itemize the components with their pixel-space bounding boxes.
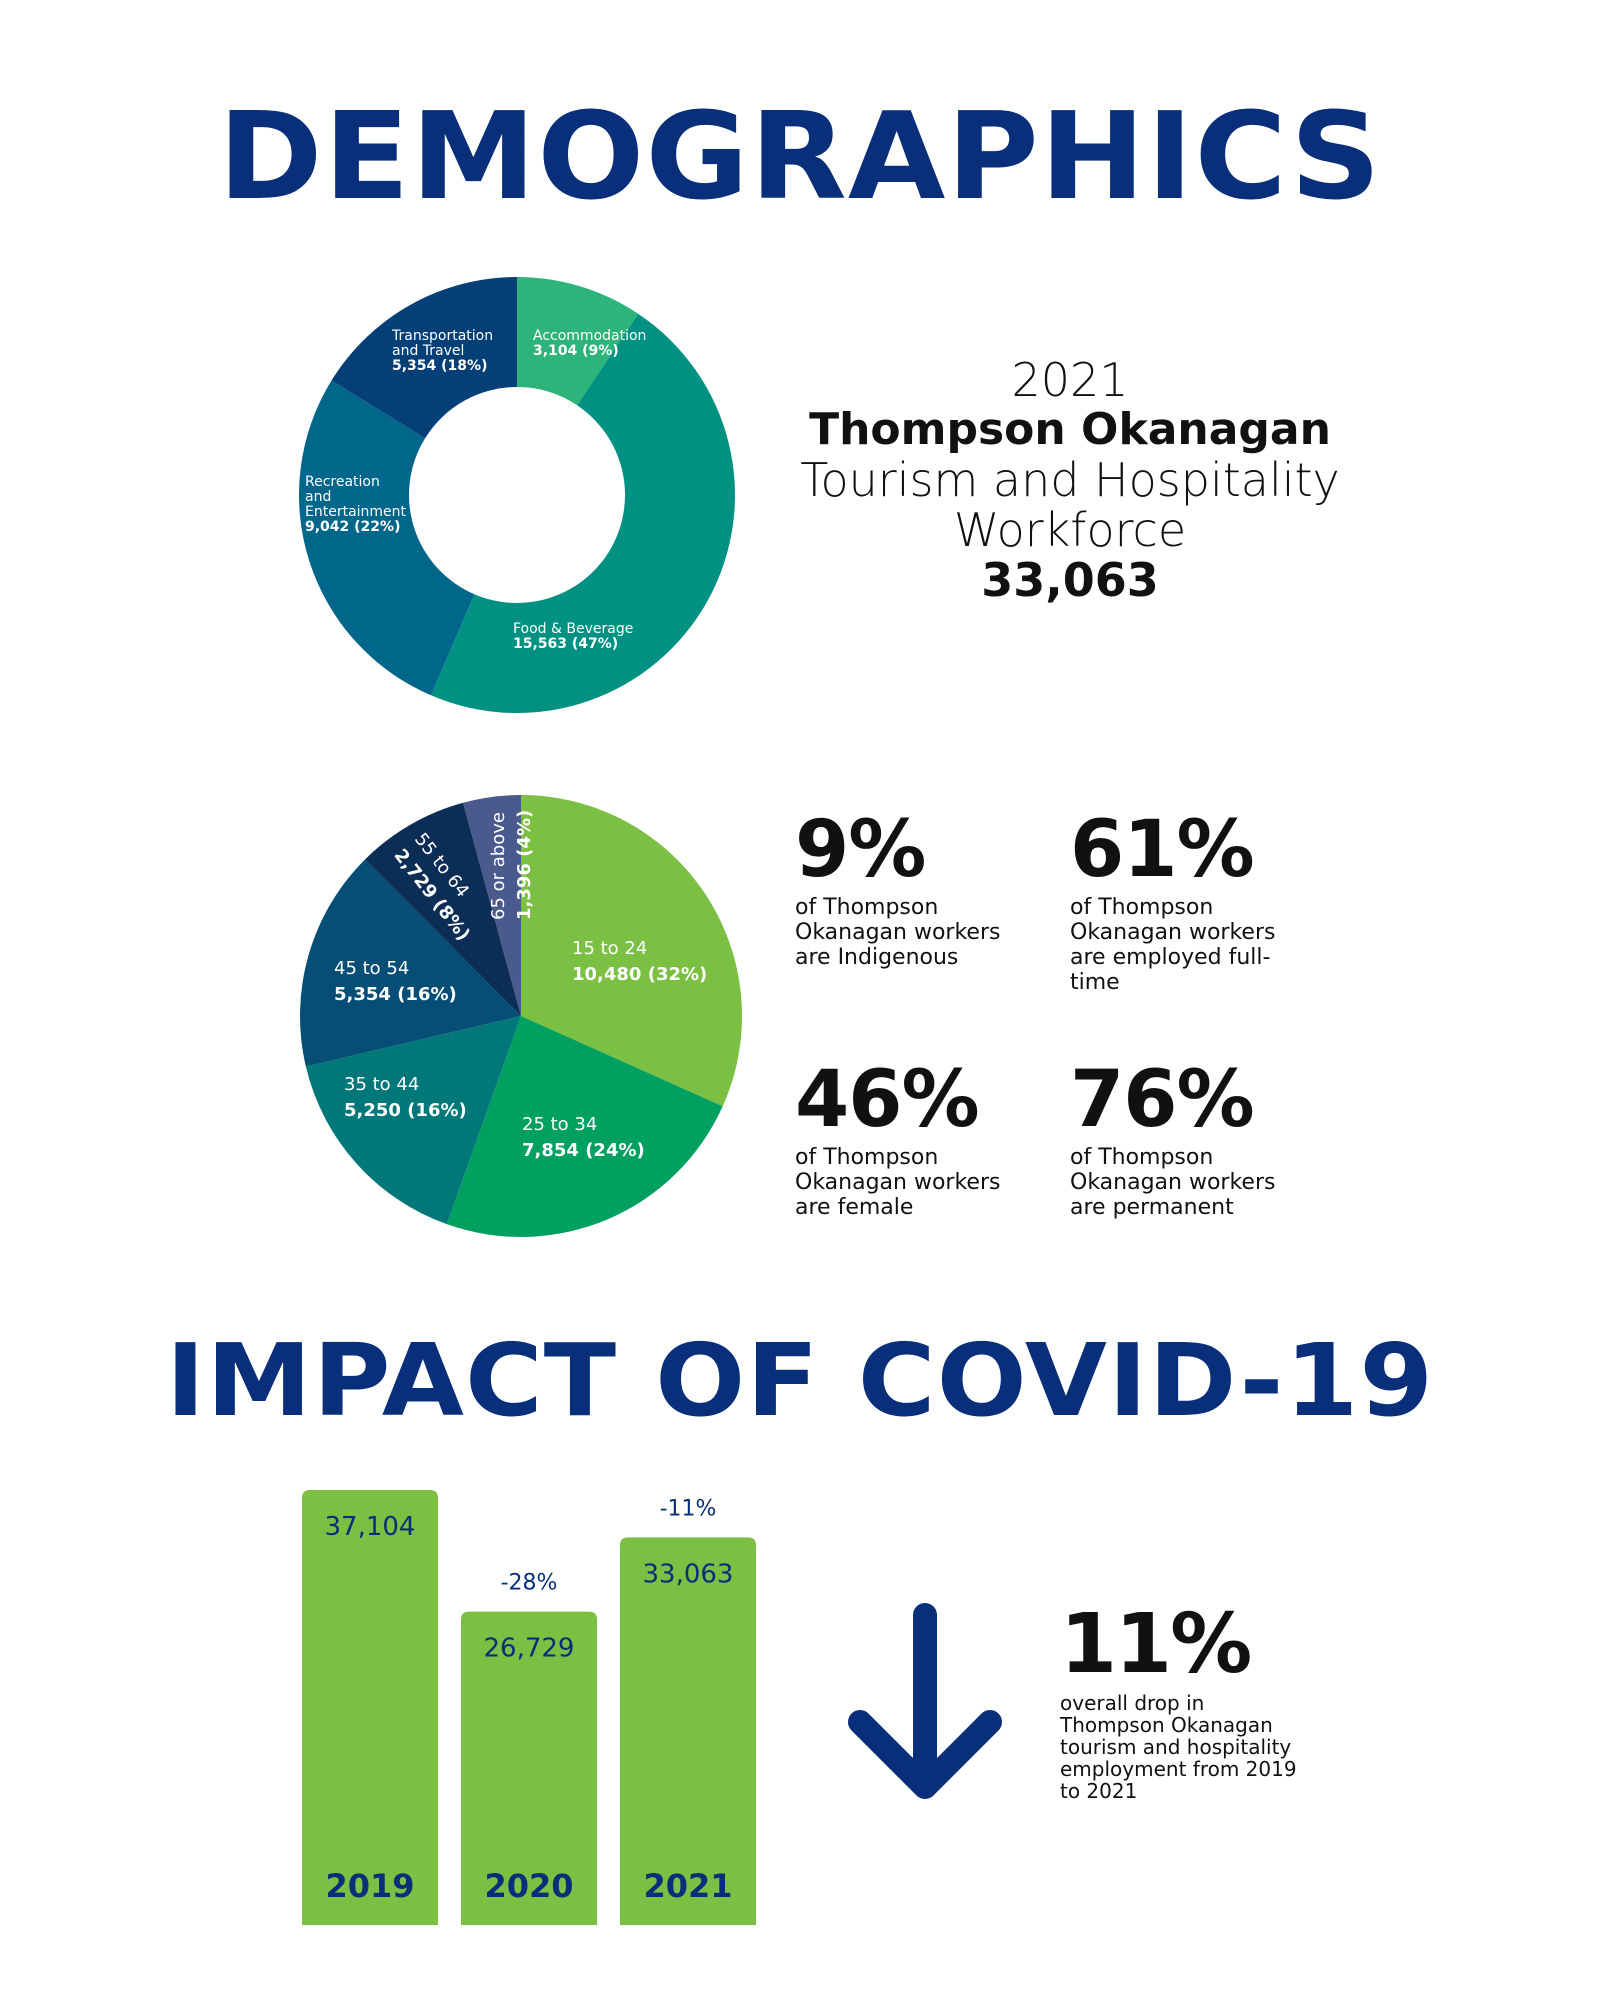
stat-value: 46%: [795, 1055, 980, 1145]
bar-value-label: 33,063: [643, 1559, 734, 1589]
demographics-title: DEMOGRAPHICS: [218, 88, 1382, 227]
drop-value: 11%: [1060, 1597, 1252, 1692]
workforce-total: 33,063: [981, 553, 1159, 607]
donut-slice: [430, 313, 736, 714]
stat-permanent: 76% of Thompson Okanagan workers are per…: [1070, 1055, 1300, 1220]
workforce-summary: 2021 Thompson Okanagan Tourism and Hospi…: [760, 355, 1380, 605]
stat-text: of Thompson Okanagan workers are Indigen…: [795, 895, 1001, 970]
pie-slice-label: 45 to 54 5,354 (16%): [334, 958, 457, 1005]
bar-value-label: 26,729: [484, 1634, 575, 1664]
bar-change-label: -11%: [660, 1496, 717, 1521]
stat-text: of Thompson Okanagan workers are permane…: [1070, 1145, 1276, 1220]
workforce-region: Thompson Okanagan: [809, 404, 1331, 455]
pie-slice-label: 35 to 44 5,250 (16%): [344, 1074, 467, 1121]
pie-slice: [364, 802, 521, 1016]
stat-full-time: 61% of Thompson Okanagan workers are emp…: [1070, 805, 1300, 995]
pie-slice: [446, 1016, 723, 1237]
donut-slice: [331, 277, 517, 439]
donut-slice-label: Transportation and Travel 5,354 (18%): [391, 328, 493, 374]
bar-value-label: 37,104: [325, 1512, 416, 1542]
workforce-line1: Tourism and Hospitality: [800, 453, 1340, 507]
stat-text: of Thompson Okanagan workers are female: [795, 1145, 1001, 1220]
stat-text: of Thompson Okanagan workers are employe…: [1070, 895, 1276, 995]
bar-category-label: 2019: [325, 1867, 414, 1905]
down-arrow-icon: [848, 1603, 1002, 1799]
donut-slice-label: Accommodation 3,104 (9%): [533, 328, 646, 359]
pie-slice: [300, 859, 521, 1067]
bar-category-label: 2021: [643, 1867, 732, 1905]
bar-change-label: -28%: [501, 1571, 558, 1596]
bar: [302, 1490, 438, 1925]
drop-text: overall drop in Thompson Okanagan touris…: [1060, 1691, 1297, 1803]
donut-slice-label: Food & Beverage 15,563 (47%): [513, 621, 633, 652]
donut-slice: [517, 277, 639, 406]
stat-female: 46% of Thompson Okanagan workers are fem…: [795, 1055, 1025, 1220]
stat-indigenous: 9% of Thompson Okanagan workers are Indi…: [795, 805, 1025, 970]
bar-category-label: 2020: [484, 1867, 573, 1905]
workforce-line2: Workforce: [953, 503, 1187, 557]
stat-value: 61%: [1070, 805, 1255, 895]
donut-slice: [299, 380, 475, 696]
stat-value: 76%: [1070, 1055, 1255, 1145]
pie-slice: [521, 795, 742, 1107]
pie-slice-label: 65 or above 1,396 (4%): [488, 810, 535, 920]
workforce-year: 2021: [1011, 353, 1129, 407]
pie-slice: [463, 795, 521, 1016]
stat-value: 9%: [795, 805, 926, 895]
pie-slice-label: 25 to 34 7,854 (24%): [522, 1114, 645, 1161]
bar: [461, 1611, 597, 1925]
pie-slice-label: 15 to 24 10,480 (32%): [572, 938, 707, 985]
overall-drop: 11% overall drop in Thompson Okanagan to…: [1060, 1597, 1310, 1803]
bar: [620, 1537, 756, 1925]
covid-title: IMPACT OF COVID-19: [165, 1322, 1435, 1439]
donut-slice-label: Recreation and Entertainment 9,042 (22%): [305, 474, 407, 535]
pie-slice: [305, 1016, 521, 1225]
